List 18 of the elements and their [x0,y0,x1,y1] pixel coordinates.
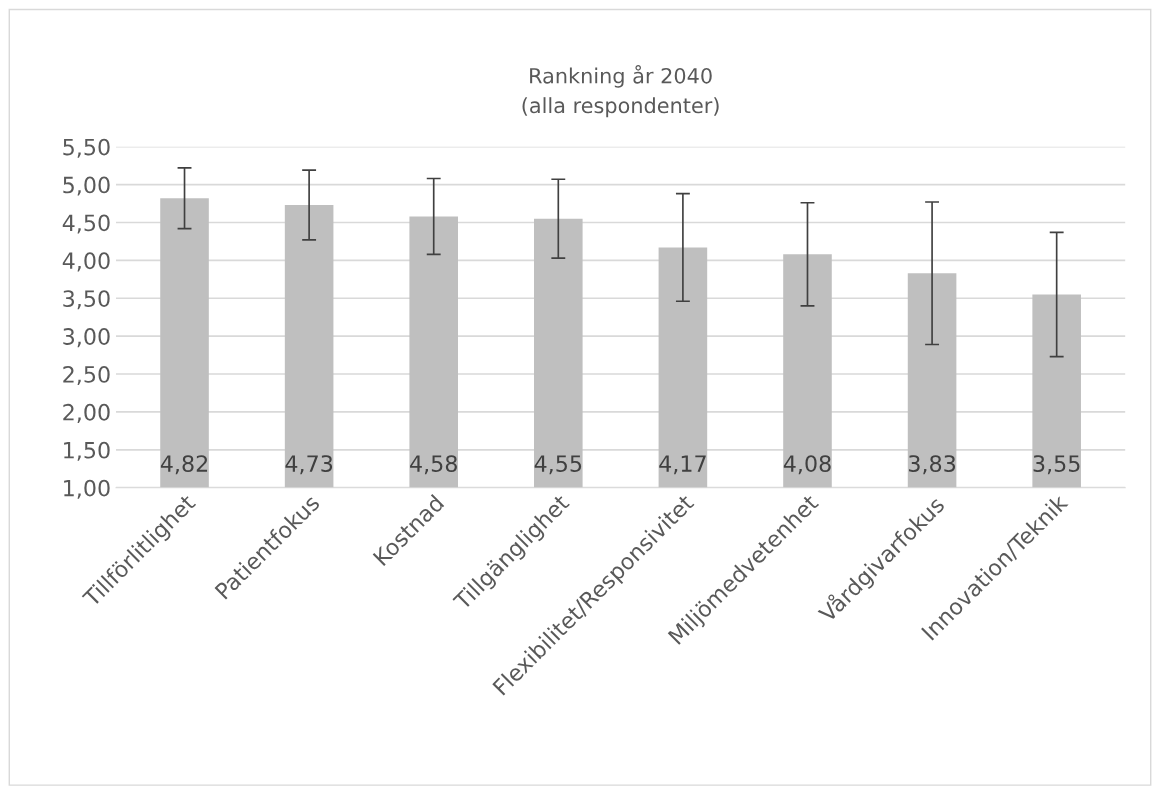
y-tick-label: 2,00 [63,403,110,423]
y-tick-label: 3,50 [63,290,110,310]
y-tick-label: 4,50 [62,214,110,234]
y-tick-label: 3,00 [63,328,110,348]
data-label: 4,73 [285,455,333,475]
data-label: 4,58 [410,455,457,475]
y-tick-label: 1,50 [64,441,110,461]
y-tick-label: 2,50 [63,365,110,386]
data-label: 4,08 [783,455,831,475]
data-label: 3,83 [909,455,956,475]
y-tick-label: 4,00 [62,252,110,272]
y-tick-label: 5,50 [63,138,110,158]
chart-title: Rankning år 2040 (alla respondenter) [522,65,719,118]
data-label: 4,55 [534,455,582,475]
data-label: 4,17 [659,455,706,475]
data-label: 3,55 [1033,455,1080,475]
data-label: 4,82 [160,455,208,475]
y-tick-label: 5,00 [63,176,110,196]
